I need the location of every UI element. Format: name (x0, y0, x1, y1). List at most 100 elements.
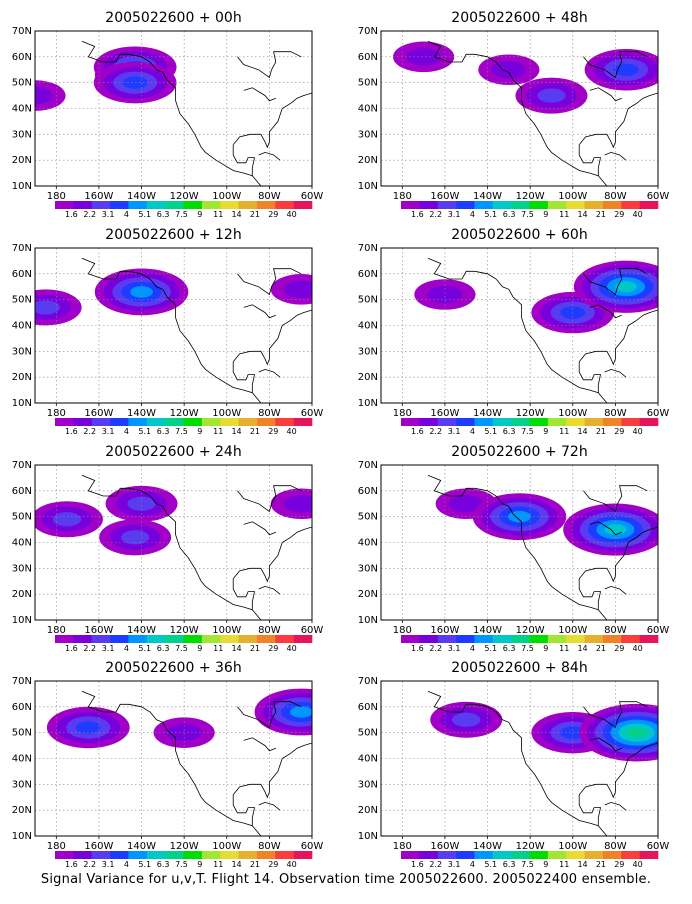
colorbar-swatch (183, 635, 203, 643)
lat-tick-label: 40N (358, 538, 378, 549)
colorbar-swatch (456, 418, 475, 426)
colorbar-swatch (73, 201, 93, 209)
colorbar-swatch (293, 851, 313, 859)
colorbar-label: 21 (596, 644, 606, 653)
lon-tick-label: 80W (604, 191, 627, 202)
colorbar-label: 21 (596, 210, 606, 219)
colorbar-label: 21 (596, 427, 606, 436)
colorbar-swatch (146, 418, 166, 426)
colorbar-swatch (128, 418, 148, 426)
lon-tick-label: 180 (393, 625, 412, 636)
colorbar-label: 7.5 (521, 860, 534, 869)
colorbar-label: 1.6 (411, 210, 424, 219)
coastline (258, 585, 281, 595)
variance-contour (284, 495, 312, 513)
coastline (243, 737, 276, 752)
panel-title: 2005022600 + 00h (105, 10, 241, 26)
lat-tick-label: 40N (12, 538, 32, 549)
lat-tick-label: 10N (358, 398, 378, 409)
colorbar-swatch (529, 418, 549, 426)
colorbar-swatch (474, 418, 494, 426)
colorbar-swatch (91, 201, 111, 209)
colorbar-label: 5.1 (138, 860, 151, 869)
colorbar-swatch (128, 635, 148, 643)
lon-tick-label: 100W (212, 625, 241, 636)
colorbar-label: 4 (124, 210, 129, 219)
colorbar-swatch (639, 201, 659, 209)
lon-tick-label: 160W (84, 408, 113, 419)
lon-tick-label: 140W (127, 625, 156, 636)
colorbar-swatch (183, 851, 203, 859)
colorbar-swatch (456, 201, 475, 209)
colorbar-label: 6.3 (503, 860, 516, 869)
coastline (232, 92, 312, 149)
colorbar-swatch (566, 635, 585, 643)
colorbar-label: 1.6 (65, 427, 78, 436)
coastline (237, 268, 302, 296)
colorbar-label: 5.1 (484, 427, 497, 436)
colorbar-label: 14 (577, 644, 587, 653)
colorbar-swatch (128, 201, 148, 209)
colorbar-label: 3.1 (448, 210, 461, 219)
colorbar-swatch (437, 851, 457, 859)
variance-contour (52, 512, 82, 527)
lon-tick-label: 140W (473, 408, 502, 419)
colorbar-swatch (73, 418, 93, 426)
colorbar-swatch (621, 201, 640, 209)
variance-contour (130, 286, 154, 298)
lat-tick-label: 60N (358, 52, 378, 63)
lon-tick-label: 120W (516, 841, 545, 852)
lon-tick-label: 100W (558, 191, 587, 202)
map-panel: 2005022600 + 72h 70N 60N 50N 40N 30N 20N 10N 180… (358, 444, 670, 653)
coastline (583, 51, 648, 79)
lat-tick-label: 70N (12, 243, 32, 254)
colorbar-swatch (602, 635, 622, 643)
lat-tick-label: 20N (358, 155, 378, 166)
colorbar-label: 40 (287, 427, 297, 436)
coastline (589, 521, 622, 536)
coastline (578, 526, 658, 583)
lat-tick-label: 50N (12, 512, 32, 523)
colorbar-swatch (419, 201, 439, 209)
colorbar-label: 6.3 (157, 210, 170, 219)
colorbar-swatch (238, 201, 258, 209)
lat-tick-label: 70N (12, 676, 32, 687)
colorbar-label: 4 (124, 860, 129, 869)
colorbar-swatch (566, 418, 585, 426)
colorbar-label: 9 (197, 210, 202, 219)
lon-tick-label: 160W (430, 191, 459, 202)
map-frame (380, 464, 659, 621)
colorbar-swatch (110, 201, 129, 209)
colorbar-label: 1.6 (65, 210, 78, 219)
colorbar-swatch (146, 201, 166, 209)
colorbar-swatch (256, 201, 276, 209)
coastline (81, 690, 263, 836)
lon-tick-label: 140W (473, 625, 502, 636)
colorbar-label: 5.1 (138, 644, 151, 653)
map-panel: 2005022600 + 00h 70N 60N 50N 40N 30N 20N 10N 180… (12, 10, 324, 219)
lat-tick-label: 70N (12, 26, 32, 37)
colorbar-swatch (492, 201, 512, 209)
map-frame (380, 680, 659, 837)
coastline (583, 701, 648, 729)
lat-tick-label: 70N (358, 676, 378, 687)
lat-tick-label: 30N (358, 129, 378, 140)
lon-tick-label: 180 (47, 191, 66, 202)
lon-tick-label: 180 (393, 841, 412, 852)
coastline (258, 368, 281, 378)
colorbar-swatch (639, 418, 659, 426)
colorbar-label: 2.2 (429, 644, 442, 653)
colorbar-label: 14 (231, 210, 241, 219)
lon-tick-label: 120W (170, 625, 199, 636)
colorbar-swatch (602, 851, 622, 859)
colorbar-swatch (73, 851, 93, 859)
coastline (427, 474, 609, 620)
colorbar-label: 4 (470, 860, 475, 869)
coastline (578, 144, 601, 176)
variance-contour (613, 63, 639, 77)
colorbar-swatch (492, 418, 512, 426)
lat-tick-label: 10N (12, 615, 32, 626)
lat-tick-label: 20N (12, 805, 32, 816)
colorbar-label: 6.3 (503, 210, 516, 219)
